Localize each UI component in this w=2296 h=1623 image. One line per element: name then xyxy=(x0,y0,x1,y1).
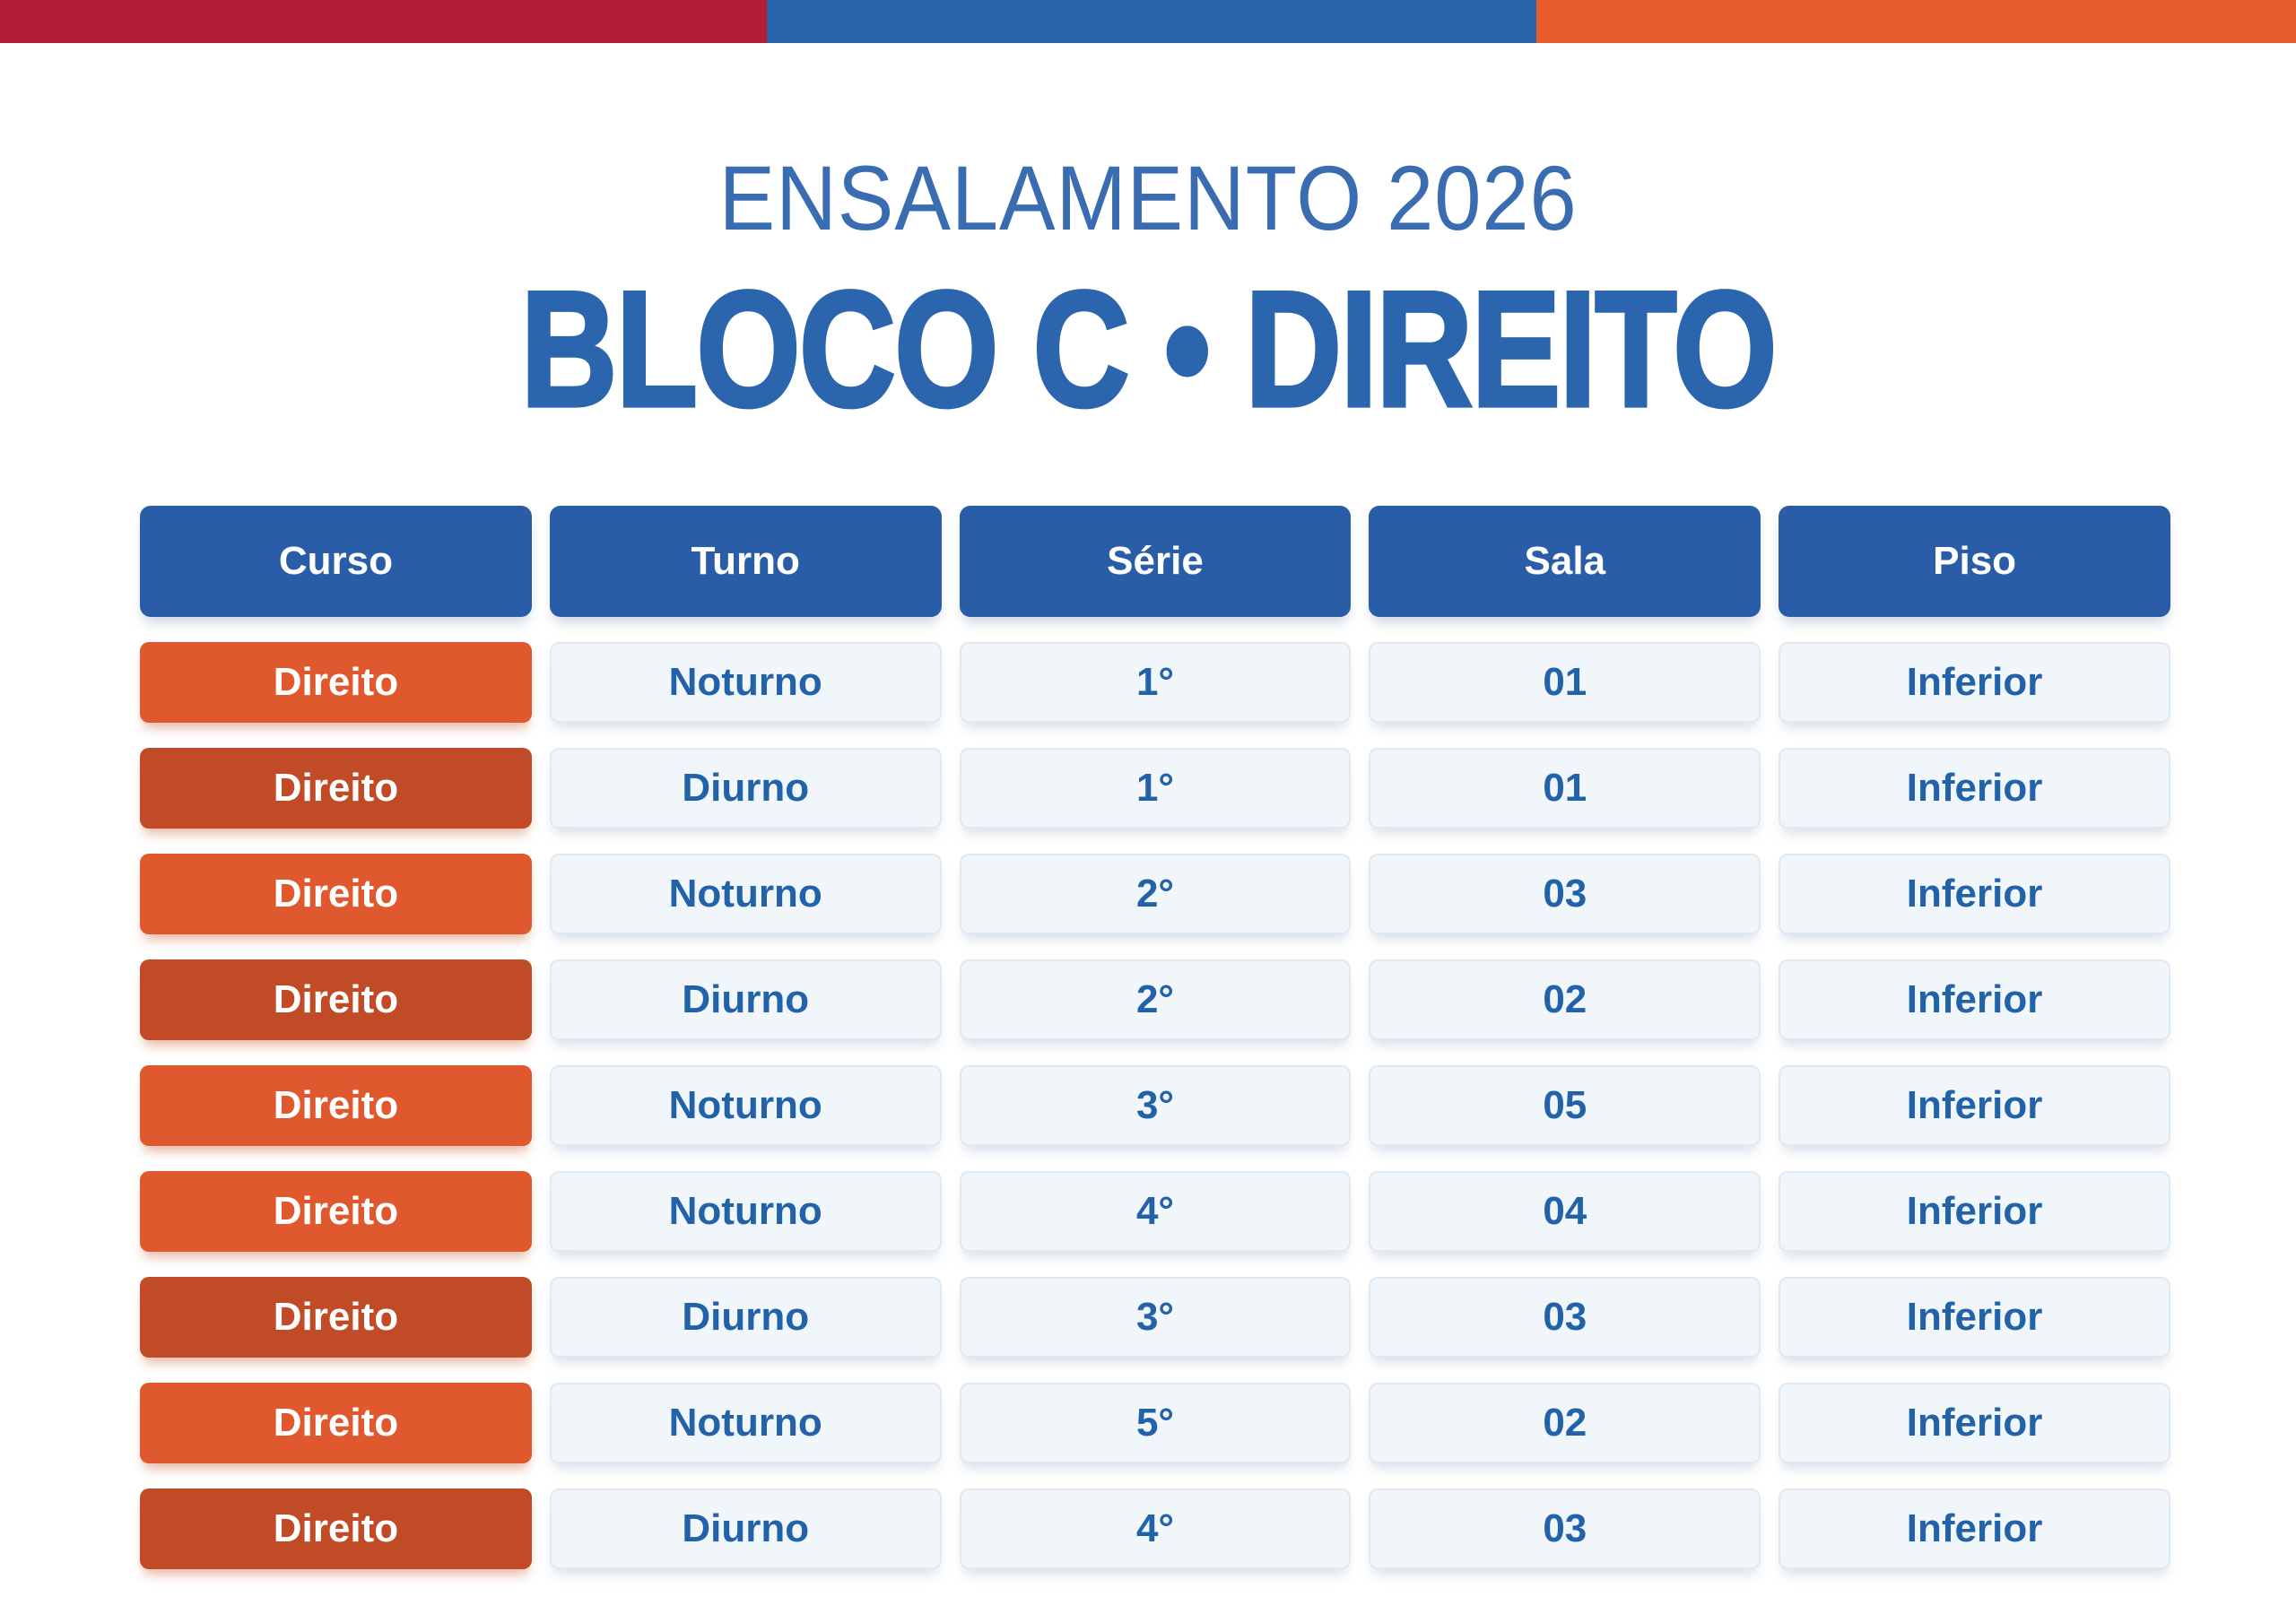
bar-segment-orange xyxy=(1536,0,2296,43)
turno-cell: Noturno xyxy=(549,642,942,723)
piso-cell: Inferior xyxy=(1779,642,2170,723)
course-cell: Direito xyxy=(140,1488,532,1569)
turno-cell: Noturno xyxy=(549,1171,942,1252)
serie-cell: 3° xyxy=(959,1065,1352,1146)
piso-cell: Inferior xyxy=(1779,1383,2170,1463)
serie-cell: 2° xyxy=(959,959,1352,1040)
serie-cell: 2° xyxy=(959,854,1352,934)
header-cell-piso: Piso xyxy=(1779,506,2170,617)
turno-cell: Diurno xyxy=(549,959,942,1040)
course-cell: Direito xyxy=(140,1171,532,1252)
sala-cell: 03 xyxy=(1369,1488,1761,1569)
serie-cell: 4° xyxy=(959,1488,1352,1569)
poster-subtitle-text: ENSALAMENTO 2026 xyxy=(718,147,1578,249)
turno-cell: Noturno xyxy=(549,1383,942,1463)
header-cell-serie: Série xyxy=(959,506,1352,617)
serie-cell: 3° xyxy=(959,1277,1352,1358)
serie-cell: 4° xyxy=(959,1171,1352,1252)
top-color-bar xyxy=(0,0,2296,43)
ensalamento-table: Curso Turno Série Sala Piso Direito Notu… xyxy=(140,506,2170,1569)
sala-cell: 02 xyxy=(1369,1383,1761,1463)
turno-cell: Diurno xyxy=(549,748,942,829)
page-title-text: BLOCO C • DIREITO xyxy=(519,257,1779,442)
sala-cell: 03 xyxy=(1369,1277,1761,1358)
header-cell-turno: Turno xyxy=(549,506,942,617)
turno-cell: Noturno xyxy=(549,854,942,934)
piso-cell: Inferior xyxy=(1779,1277,2170,1358)
piso-cell: Inferior xyxy=(1779,1488,2170,1569)
turno-cell: Diurno xyxy=(549,1488,942,1569)
sala-cell: 02 xyxy=(1369,959,1761,1040)
turno-cell: Diurno xyxy=(549,1277,942,1358)
turno-cell: Noturno xyxy=(549,1065,942,1146)
course-cell: Direito xyxy=(140,748,532,829)
serie-cell: 1° xyxy=(959,642,1352,723)
page-title: BLOCO C • DIREITO xyxy=(0,265,2296,434)
course-cell: Direito xyxy=(140,959,532,1040)
header-cell-sala: Sala xyxy=(1369,506,1761,617)
course-cell: Direito xyxy=(140,1277,532,1358)
piso-cell: Inferior xyxy=(1779,1065,2170,1146)
course-cell: Direito xyxy=(140,1065,532,1146)
course-cell: Direito xyxy=(140,1383,532,1463)
sala-cell: 03 xyxy=(1369,854,1761,934)
sala-cell: 01 xyxy=(1369,642,1761,723)
serie-cell: 1° xyxy=(959,748,1352,829)
bar-segment-red xyxy=(0,0,767,43)
serie-cell: 5° xyxy=(959,1383,1352,1463)
header-cell-curso: Curso xyxy=(140,506,532,617)
sala-cell: 01 xyxy=(1369,748,1761,829)
piso-cell: Inferior xyxy=(1779,959,2170,1040)
sala-cell: 05 xyxy=(1369,1065,1761,1146)
piso-cell: Inferior xyxy=(1779,854,2170,934)
course-cell: Direito xyxy=(140,642,532,723)
poster-subtitle: ENSALAMENTO 2026 xyxy=(0,152,2296,244)
piso-cell: Inferior xyxy=(1779,1171,2170,1252)
course-cell: Direito xyxy=(140,854,532,934)
sala-cell: 04 xyxy=(1369,1171,1761,1252)
piso-cell: Inferior xyxy=(1779,748,2170,829)
bar-segment-blue xyxy=(767,0,1536,43)
